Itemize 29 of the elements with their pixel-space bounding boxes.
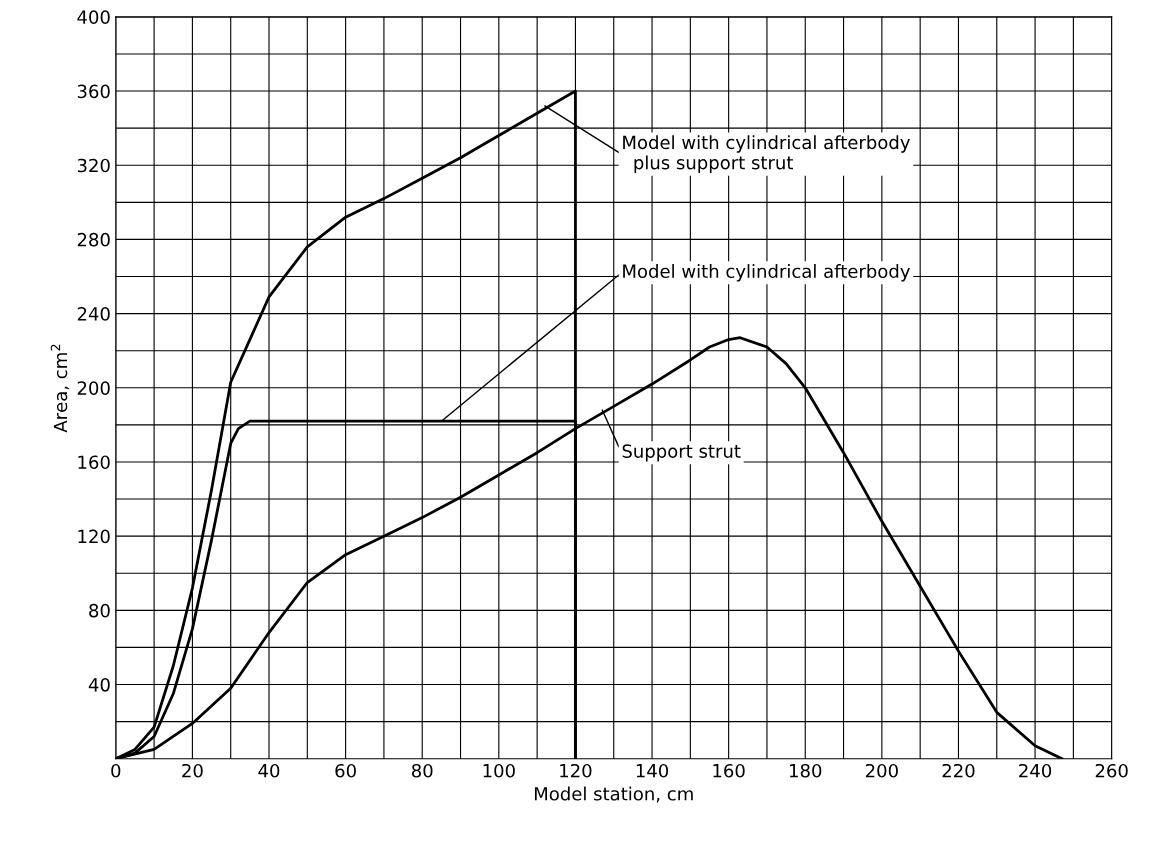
y-axis-title: Area, cm$^{2}$ — [50, 344, 70, 433]
x-axis-title: Model station, cm — [534, 786, 693, 803]
annotation: Model with cylindrical afterbody plus support strut — [623, 135, 910, 173]
x-tick-label: 20 — [182, 763, 203, 778]
y-tick-label: 360 — [77, 84, 110, 99]
x-tick-label: 180 — [790, 763, 822, 778]
x-tick-label: 240 — [1019, 763, 1052, 778]
x-tick-label: 0 — [111, 763, 121, 778]
x-tick-label: 140 — [636, 763, 669, 778]
y-tick-label: 400 — [77, 10, 110, 24]
y-tick-label: 200 — [77, 381, 110, 395]
x-tick-label: 40 — [258, 763, 280, 778]
x-tick-label: 160 — [713, 763, 745, 778]
x-tick-label: 200 — [865, 763, 898, 778]
annotation: Support strut — [622, 444, 741, 462]
y-tick-label: 280 — [77, 232, 110, 247]
x-tick-label: 80 — [411, 763, 433, 778]
annotation: Model with cylindrical afterbody — [623, 264, 910, 282]
y-tick-label: 40 — [88, 677, 110, 692]
y-tick-label: 320 — [77, 158, 110, 173]
x-tick-label: 260 — [1095, 763, 1128, 778]
x-tick-label: 120 — [560, 763, 592, 778]
y-tick-label: 240 — [77, 307, 110, 321]
x-tick-label: 220 — [942, 763, 975, 778]
y-tick-label: 80 — [89, 603, 110, 618]
x-tick-label: 60 — [335, 763, 356, 778]
y-tick-label: 160 — [78, 455, 110, 470]
x-tick-label: 100 — [483, 763, 515, 778]
y-tick-label: 120 — [78, 529, 110, 544]
